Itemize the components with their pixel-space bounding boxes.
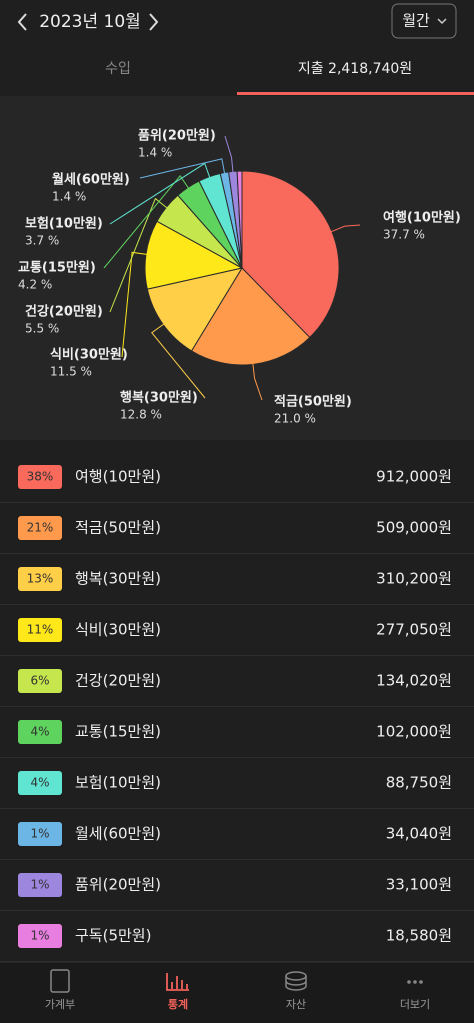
slice-value: 21.0 % [274, 412, 316, 426]
nav-label[interactable]: 자산 [286, 998, 306, 1011]
percent-text: 21% [27, 521, 54, 535]
category-amount: 134,020원 [376, 672, 452, 690]
slice-label: 건강(20만원) [25, 304, 103, 320]
period-button[interactable] [391, 3, 457, 39]
slice-label: 교통(15만원) [18, 260, 96, 276]
percent-badge [18, 822, 62, 846]
list-row[interactable] [0, 758, 474, 809]
category-amount: 277,050원 [376, 621, 452, 639]
leader-line [326, 224, 361, 235]
leader-line [139, 158, 227, 179]
nav-icon-coins-body [285, 976, 307, 991]
slice-label: 적금(50만원) [274, 394, 352, 410]
slice-value: 4.2 % [18, 278, 52, 292]
slice-label: 품위(20만원) [138, 128, 216, 144]
category-name: 품위(20만원) [75, 876, 161, 894]
period-label: 월간 [402, 12, 430, 30]
category-amount: 102,000원 [376, 723, 452, 741]
slice-label: 행복(30만원) [120, 390, 198, 406]
list-row[interactable] [0, 860, 474, 911]
pie-chart: 여행(10만원) 37.7 % 적금(50만원) 21.0 % 행복(30만원) 12.8… [18, 128, 461, 426]
leader-line [151, 320, 206, 399]
slice-label: 식비(30만원) [50, 347, 128, 363]
category-name: 여행(10만원) [75, 468, 161, 486]
leader-line [224, 135, 234, 178]
list-row[interactable] [0, 911, 474, 962]
percent-badge [18, 465, 62, 489]
month-title: 2023년 10월 [39, 12, 141, 32]
percent-badge [18, 669, 62, 693]
leader-line [109, 197, 172, 313]
nav-label[interactable]: 더보기 [400, 998, 430, 1011]
slice-value: 5.5 % [25, 322, 59, 336]
category-name: 교통(15만원) [75, 723, 161, 741]
leader-line [251, 358, 263, 401]
category-amount: 88,750원 [386, 774, 452, 792]
category-name: 월세(60만원) [75, 825, 161, 843]
percent-text: 4% [30, 725, 49, 739]
leader-line [109, 162, 212, 225]
percent-badge [18, 567, 62, 591]
tab-income[interactable]: 수입 [105, 61, 131, 77]
bottom-nav [0, 962, 474, 1023]
percent-badge [18, 924, 62, 948]
slice-value: 11.5 % [50, 365, 92, 379]
tab-expense[interactable]: 지출 2,418,740원 [298, 61, 412, 77]
category-name: 적금(50만원) [75, 519, 161, 537]
category-name: 식비(30만원) [75, 621, 161, 639]
slice-label: 여행(10만원) [383, 210, 461, 226]
category-amount: 33,100원 [386, 876, 452, 894]
percent-text: 1% [30, 878, 49, 892]
next-month[interactable] [149, 13, 159, 31]
nav-label[interactable]: 가계부 [45, 998, 75, 1011]
list-row[interactable] [0, 656, 474, 707]
category-name: 보험(10만원) [75, 774, 161, 792]
pie-slice [236, 170, 243, 269]
category-amount: 18,580원 [386, 927, 452, 945]
list-row[interactable] [0, 554, 474, 605]
percent-badge [18, 516, 62, 540]
dropdown-icon [437, 18, 447, 25]
nav-icon-more [407, 980, 423, 984]
slice-label: 월세(60만원) [52, 172, 130, 188]
slice-label: 보험(10만원) [25, 216, 103, 232]
slice-value: 12.8 % [120, 408, 162, 422]
slice-value: 1.4 % [52, 190, 86, 204]
slice-value: 3.7 % [25, 234, 59, 248]
percent-text: 4% [30, 776, 49, 790]
tab-indicator [237, 92, 474, 95]
category-amount: 34,040원 [386, 825, 452, 843]
category-amount: 912,000원 [376, 468, 452, 486]
category-list: 38% 여행(10만원) 912,000원 21% 적금(50만원) 509,000원 13… [0, 452, 474, 962]
percent-badge [18, 873, 62, 897]
slice-value: 37.7 % [383, 228, 425, 242]
percent-text: 1% [30, 827, 49, 841]
list-row[interactable] [0, 605, 474, 656]
percent-text: 11% [27, 623, 54, 637]
leader-line [103, 174, 192, 269]
category-name: 건강(20만원) [75, 672, 161, 690]
nav-icon-stats [166, 973, 189, 991]
category-amount: 310,200원 [376, 570, 452, 588]
category-name: 행복(30만원) [75, 570, 161, 588]
list-row[interactable] [0, 503, 474, 554]
category-name: 구독(5만원) [75, 927, 151, 945]
percent-text: 6% [30, 674, 49, 688]
leader-line [121, 251, 152, 358]
percent-badge [18, 618, 62, 642]
nav-icon-book [50, 969, 70, 993]
percent-text: 1% [30, 929, 49, 943]
prev-month[interactable] [17, 13, 27, 31]
list-row[interactable] [0, 809, 474, 860]
percent-text: 13% [27, 572, 54, 586]
percent-badge [18, 720, 62, 744]
list-row[interactable] [0, 452, 474, 503]
list-row[interactable] [0, 707, 474, 758]
category-amount: 509,000원 [376, 519, 452, 537]
slice-value: 1.4 % [138, 146, 172, 160]
nav-label[interactable]: 통계 [168, 997, 188, 1011]
percent-text: 38% [27, 470, 54, 484]
percent-badge [18, 771, 62, 795]
